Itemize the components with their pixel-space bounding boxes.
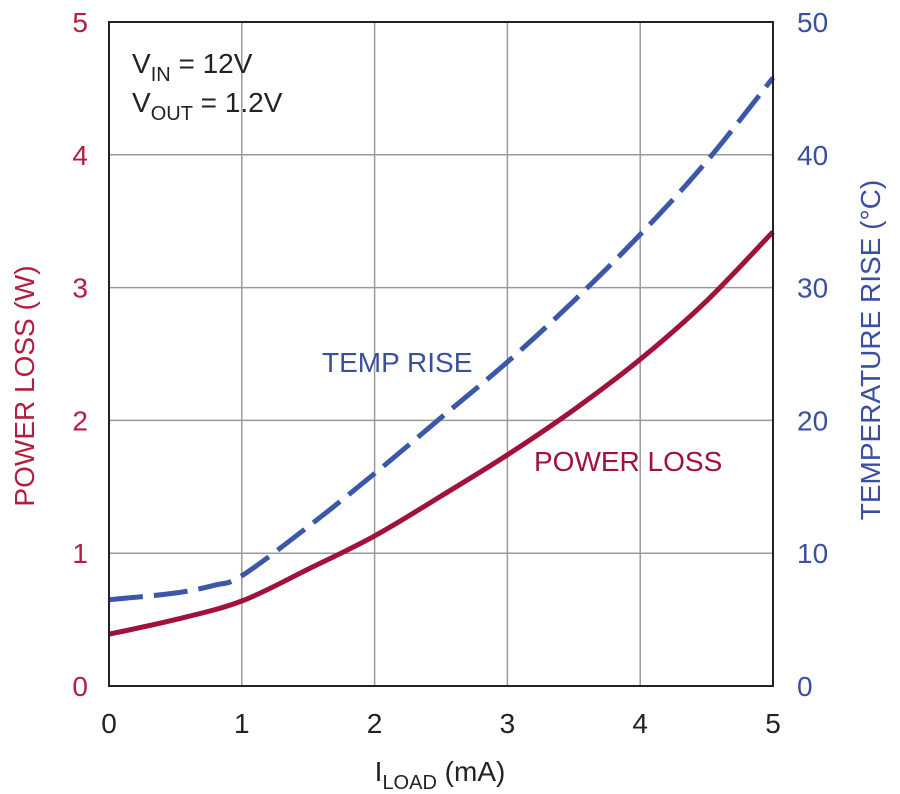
x-tick-label: 3 — [500, 708, 516, 739]
y-right-tick-label: 10 — [797, 538, 828, 569]
y-right-tick-label: 20 — [797, 405, 828, 436]
x-tick-label: 0 — [101, 708, 117, 739]
y-right-tick-label: 50 — [797, 7, 828, 38]
x-axis-title: ILOAD (mA) — [375, 756, 506, 794]
y-right-tick-label: 0 — [797, 671, 813, 702]
x-tick-label: 5 — [765, 708, 781, 739]
temp-rise-series-line — [108, 76, 775, 603]
series-layer — [108, 76, 775, 637]
y-right-tick-label: 40 — [797, 140, 828, 171]
x-tick-label: 2 — [367, 708, 383, 739]
x-tick-label: 4 — [632, 708, 648, 739]
y-axis-right-title: TEMPERATURE RISE (°C) — [855, 180, 886, 520]
y-axis-left-title: POWER LOSS (W) — [9, 265, 40, 506]
y-left-tick-label: 4 — [72, 140, 88, 171]
plot-frame — [108, 21, 774, 687]
power-loss-series-line — [108, 230, 775, 637]
vout-annotation: VOUT = 1.2V — [132, 87, 283, 125]
y-left-tick-label: 1 — [72, 538, 88, 569]
y-right-tick-label: 30 — [797, 273, 828, 304]
power-loss-label: POWER LOSS — [534, 446, 722, 477]
temp-rise-label: TEMP RISE — [322, 347, 472, 378]
vin-annotation: VIN = 12V — [132, 48, 253, 86]
y-left-tick-label: 5 — [72, 7, 88, 38]
y-left-tick-label: 0 — [72, 671, 88, 702]
y-left-tick-label: 2 — [72, 405, 88, 436]
x-tick-label: 1 — [234, 708, 250, 739]
y-left-tick-label: 3 — [72, 273, 88, 304]
